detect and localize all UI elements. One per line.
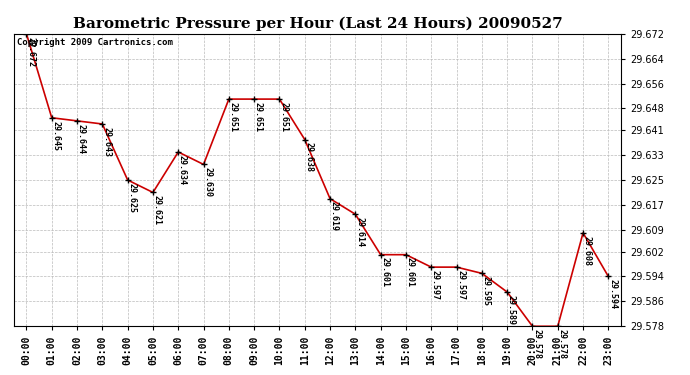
Text: 29.578: 29.578 — [558, 329, 566, 359]
Text: 29.651: 29.651 — [254, 102, 263, 132]
Text: 29.672: 29.672 — [26, 36, 35, 66]
Text: 29.643: 29.643 — [102, 127, 111, 157]
Text: 29.601: 29.601 — [380, 258, 389, 288]
Text: 29.621: 29.621 — [152, 195, 161, 225]
Text: 29.578: 29.578 — [532, 329, 541, 359]
Text: 29.614: 29.614 — [355, 217, 364, 247]
Text: 29.594: 29.594 — [608, 279, 617, 309]
Text: 29.630: 29.630 — [204, 167, 213, 197]
Text: 29.651: 29.651 — [228, 102, 237, 132]
Text: 29.597: 29.597 — [431, 270, 440, 300]
Text: 29.625: 29.625 — [128, 183, 137, 213]
Text: 29.644: 29.644 — [77, 124, 86, 154]
Text: 29.589: 29.589 — [507, 295, 516, 325]
Text: 29.619: 29.619 — [330, 201, 339, 231]
Text: 29.608: 29.608 — [583, 236, 592, 266]
Text: 29.634: 29.634 — [178, 155, 187, 185]
Text: 29.595: 29.595 — [482, 276, 491, 306]
Text: 29.597: 29.597 — [456, 270, 465, 300]
Text: Copyright 2009 Cartronics.com: Copyright 2009 Cartronics.com — [17, 38, 172, 47]
Text: 29.651: 29.651 — [279, 102, 288, 132]
Title: Barometric Pressure per Hour (Last 24 Hours) 20090527: Barometric Pressure per Hour (Last 24 Ho… — [72, 17, 562, 31]
Text: 29.601: 29.601 — [406, 258, 415, 288]
Text: 29.638: 29.638 — [304, 142, 313, 172]
Text: 29.645: 29.645 — [52, 120, 61, 150]
